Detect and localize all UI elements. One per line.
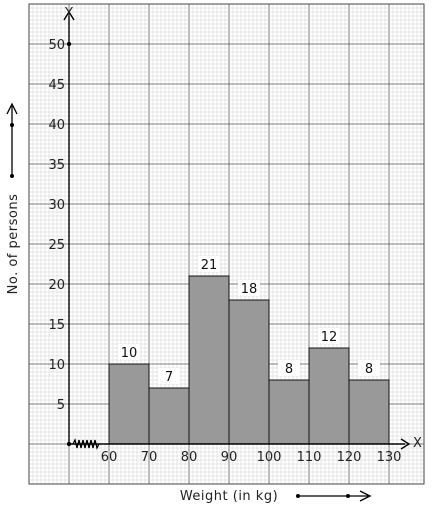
axis-titles: Weight (in kg) No. of persons X Y — [6, 6, 422, 504]
axes — [63, 10, 411, 450]
origin-dot — [66, 441, 72, 447]
histogram-bar — [108, 363, 150, 445]
x-tick-label: 100 — [257, 450, 282, 465]
y-direction-arrowhead — [6, 102, 18, 115]
x-axis-break-zigzag — [72, 438, 100, 450]
y-direction-dot — [10, 174, 14, 178]
bar-label-background — [238, 280, 260, 296]
histogram-bars — [108, 275, 390, 445]
bar-value-labels: 10 7 21 18 8 12 8 — [118, 256, 380, 385]
x-axis-letter: X — [413, 436, 422, 451]
bar-value-label: 10 — [121, 346, 138, 361]
y-tick-label: 35 — [48, 158, 65, 173]
x-direction-dot — [296, 494, 300, 498]
y-tick-label: 20 — [48, 278, 65, 293]
y-tick-label: 25 — [48, 238, 65, 253]
histogram-bar — [308, 347, 350, 445]
grid-border — [28, 3, 425, 485]
y-tick-label: 10 — [48, 358, 65, 373]
bar-value-label: 21 — [201, 258, 218, 273]
y-tick-label: 50 — [48, 38, 65, 53]
bar-value-label: 12 — [321, 330, 338, 345]
x-tick-label: 80 — [181, 450, 198, 465]
bar-label-background — [118, 344, 140, 360]
histogram-bar — [148, 387, 190, 445]
y-axis-letter: Y — [64, 6, 73, 21]
x-tick-label: 110 — [297, 450, 322, 465]
tick-labels: 60 70 80 90 100 110 120 130 5 10 15 20 25 30 35 40 45 50 — [48, 38, 401, 465]
x-direction-dot — [346, 494, 350, 498]
histogram-bar — [268, 379, 310, 445]
bar-value-label: 8 — [365, 362, 373, 377]
x-axis-title: Weight (in kg) — [180, 489, 278, 504]
direction-arrows — [6, 102, 372, 502]
bar-value-label: 18 — [241, 282, 258, 297]
bar-value-label: 7 — [165, 370, 173, 385]
y-axis-arrowhead — [63, 10, 75, 21]
bar-label-background — [198, 256, 220, 272]
x-tick-label: 60 — [101, 450, 118, 465]
histogram-bar — [188, 275, 230, 445]
y-tick-label: 40 — [48, 118, 65, 133]
x-axis-arrowhead — [400, 438, 411, 450]
y-direction-dot — [10, 123, 14, 127]
bar-label-background — [318, 328, 340, 344]
bar-label-background — [158, 368, 180, 384]
x-tick-label: 90 — [221, 450, 238, 465]
histogram-bar — [348, 379, 390, 445]
y-tick-label: 15 — [48, 318, 65, 333]
bar-value-label: 8 — [285, 362, 293, 377]
bar-label-background — [358, 360, 380, 376]
x-direction-arrowhead — [359, 490, 372, 502]
y-tick-label: 45 — [48, 78, 65, 93]
bar-label-background — [278, 360, 300, 376]
x-tick-label: 120 — [337, 450, 362, 465]
x-tick-label: 130 — [377, 450, 402, 465]
y-tick-label: 30 — [48, 198, 65, 213]
y-axis-top-dot — [66, 41, 72, 47]
x-tick-label: 70 — [141, 450, 158, 465]
y-tick-label: 5 — [57, 398, 65, 413]
y-axis-title: No. of persons — [6, 194, 21, 295]
histogram-bar — [228, 299, 270, 445]
